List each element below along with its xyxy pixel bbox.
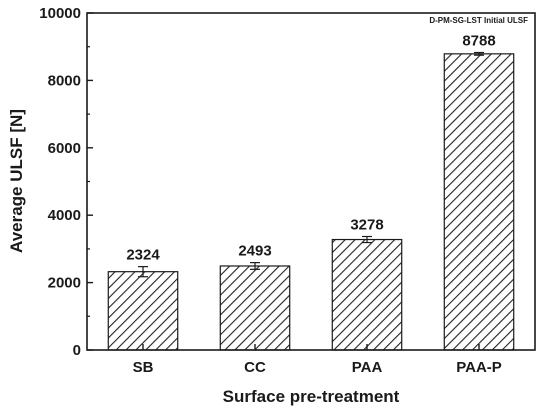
y-tick-label-2000: 2000 xyxy=(48,275,81,292)
y-tick-label-10000: 10000 xyxy=(39,5,81,22)
x-tick-label-paa: PAA xyxy=(352,359,383,376)
data-label-sb: 2324 xyxy=(126,247,160,264)
x-axis-ticks: SB CC PAA PAA-P xyxy=(133,344,502,376)
data-labels-layer: 2324 2493 3278 8788 xyxy=(126,32,495,263)
bar-paa-p xyxy=(443,53,515,351)
error-bar-paa xyxy=(362,235,372,244)
legend-text: D-PM-SG-LST Initial ULSF xyxy=(429,16,528,25)
x-tick-label-paa-p: PAA-P xyxy=(456,359,502,376)
bar-cc xyxy=(219,265,291,351)
error-bar-paa-p xyxy=(474,51,484,56)
error-bars-layer xyxy=(138,51,484,278)
y-tick-label-0: 0 xyxy=(73,342,81,359)
y-tick-label-6000: 6000 xyxy=(48,140,81,157)
y-axis-ticks: 0 2000 4000 6000 8000 10000 xyxy=(39,5,93,359)
error-bar-cc xyxy=(250,262,260,270)
bar-sb xyxy=(107,271,179,351)
bar-paa xyxy=(331,238,403,351)
data-label-paa-p: 8788 xyxy=(462,32,495,49)
x-tick-label-sb: SB xyxy=(133,359,154,376)
y-axis-title: Average ULSF [N] xyxy=(7,109,26,253)
data-label-paa: 3278 xyxy=(350,216,383,233)
bars-layer xyxy=(107,53,515,351)
x-tick-label-cc: CC xyxy=(244,359,266,376)
y-tick-label-8000: 8000 xyxy=(48,72,81,89)
error-bar-sb xyxy=(138,266,148,278)
y-tick-label-4000: 4000 xyxy=(48,207,81,224)
x-axis-title: Surface pre-treatment xyxy=(223,387,400,406)
data-label-cc: 2493 xyxy=(238,243,271,260)
